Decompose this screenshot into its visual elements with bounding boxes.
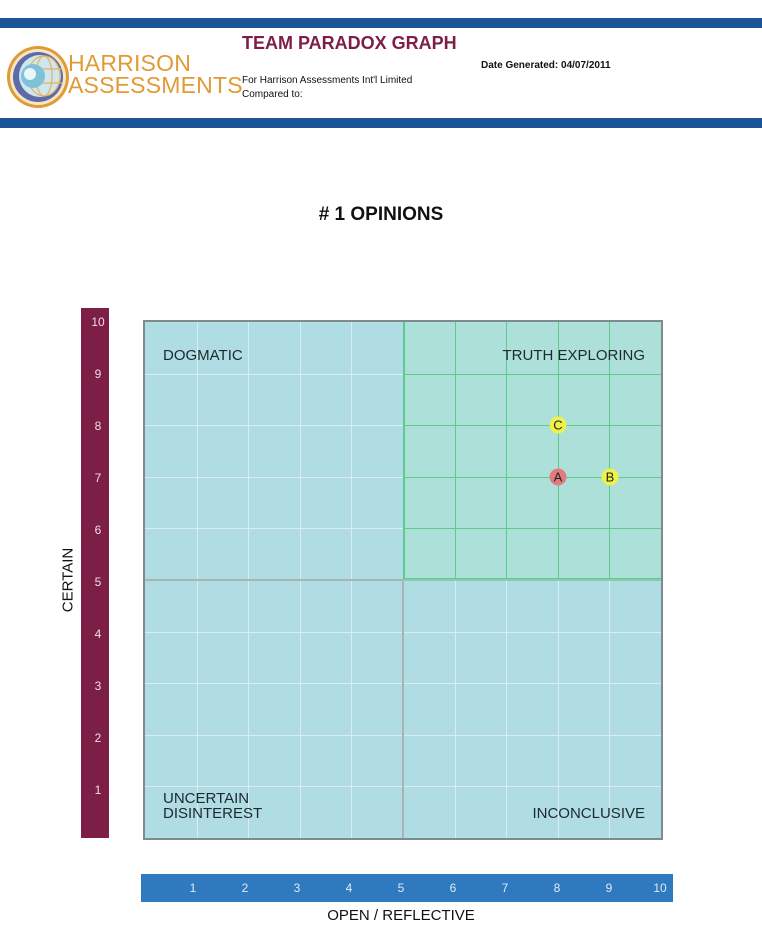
quadrant-label-uncertain: UNCERTAIN [163,790,250,807]
gridline-highlight [558,322,559,580]
gridline [558,580,559,838]
plot-area: DOGMATIC TRUTH EXPLORING UNCERTAIN DISIN… [143,320,663,840]
gridline-highlight [403,578,661,579]
x-tick-5: 5 [397,881,405,895]
y-axis-bar: 10 9 8 7 6 5 4 3 2 1 [81,308,109,838]
gridline [455,580,456,838]
brand-line-2: ASSESSMENTS [68,72,243,98]
y-tick-10: 10 [91,315,105,329]
quadrant-label-inconclusive: INCONCLUSIVE [532,805,645,822]
point-a[interactable]: A [549,468,567,486]
x-tick-8: 8 [553,881,561,895]
header-band-top [0,18,762,28]
brand-wordmark: HARRISON ASSESSMENTS [68,50,243,98]
gridline-highlight [403,477,661,478]
y-tick-4: 4 [94,627,102,641]
y-tick-3: 3 [94,679,102,693]
x-tick-2: 2 [241,881,249,895]
x-tick-7: 7 [501,881,509,895]
y-tick-9: 9 [94,367,102,381]
x-tick-10: 10 [653,881,667,895]
x-axis-label: OPEN / REFLECTIVE [327,907,475,924]
y-tick-2: 2 [94,731,102,745]
point-c[interactable]: C [549,416,567,434]
x-tick-4: 4 [345,881,353,895]
quadrant-label-disinterest: DISINTEREST [163,805,263,822]
gridline-highlight [609,322,610,580]
point-b[interactable]: B [601,468,619,486]
date-generated: Date Generated: 04/07/2011 [481,60,611,71]
x-tick-3: 3 [293,881,301,895]
header-band-bottom [0,118,762,128]
quadrant-label-dogmatic: DOGMATIC [163,347,243,364]
gridline [145,374,403,375]
chart-title: # 1 OPINIONS [318,204,444,225]
midline-vertical [402,580,404,838]
quadrant-label-truth-exploring: TRUTH EXPLORING [502,347,645,364]
gridline [145,528,403,529]
y-tick-8: 8 [94,419,102,433]
compared-to: Compared to: [242,89,303,100]
x-axis-bar: 1 2 3 4 5 6 7 8 9 10 [141,874,673,902]
truth-exploring-quadrant [403,322,661,580]
gridline-highlight [403,374,661,375]
midline-vertical-upper [403,322,404,580]
y-tick-1: 1 [94,783,102,797]
midline-horizontal-right [403,579,661,581]
gridline-highlight [403,528,661,529]
midline-horizontal [145,579,403,581]
x-tick-1: 1 [189,881,197,895]
y-axis-label: CERTAIN [59,547,77,613]
gridline [506,580,507,838]
x-tick-9: 9 [605,881,613,895]
gridline [145,477,403,478]
y-tick-6: 6 [94,523,102,537]
gridline-highlight [403,425,661,426]
gridline [145,425,403,426]
gridline-highlight [404,322,405,580]
y-tick-5: 5 [94,575,102,589]
globe-logo-icon [7,46,69,108]
gridline-highlight [506,322,507,580]
y-tick-7: 7 [94,471,102,485]
brand-line-1: HARRISON [68,50,192,76]
gridline [609,580,610,838]
gridline-highlight [455,322,456,580]
x-tick-6: 6 [449,881,457,895]
report-title: TEAM PARADOX GRAPH [242,33,457,53]
for-organization: For Harrison Assessments Int'l Limited [242,75,413,86]
